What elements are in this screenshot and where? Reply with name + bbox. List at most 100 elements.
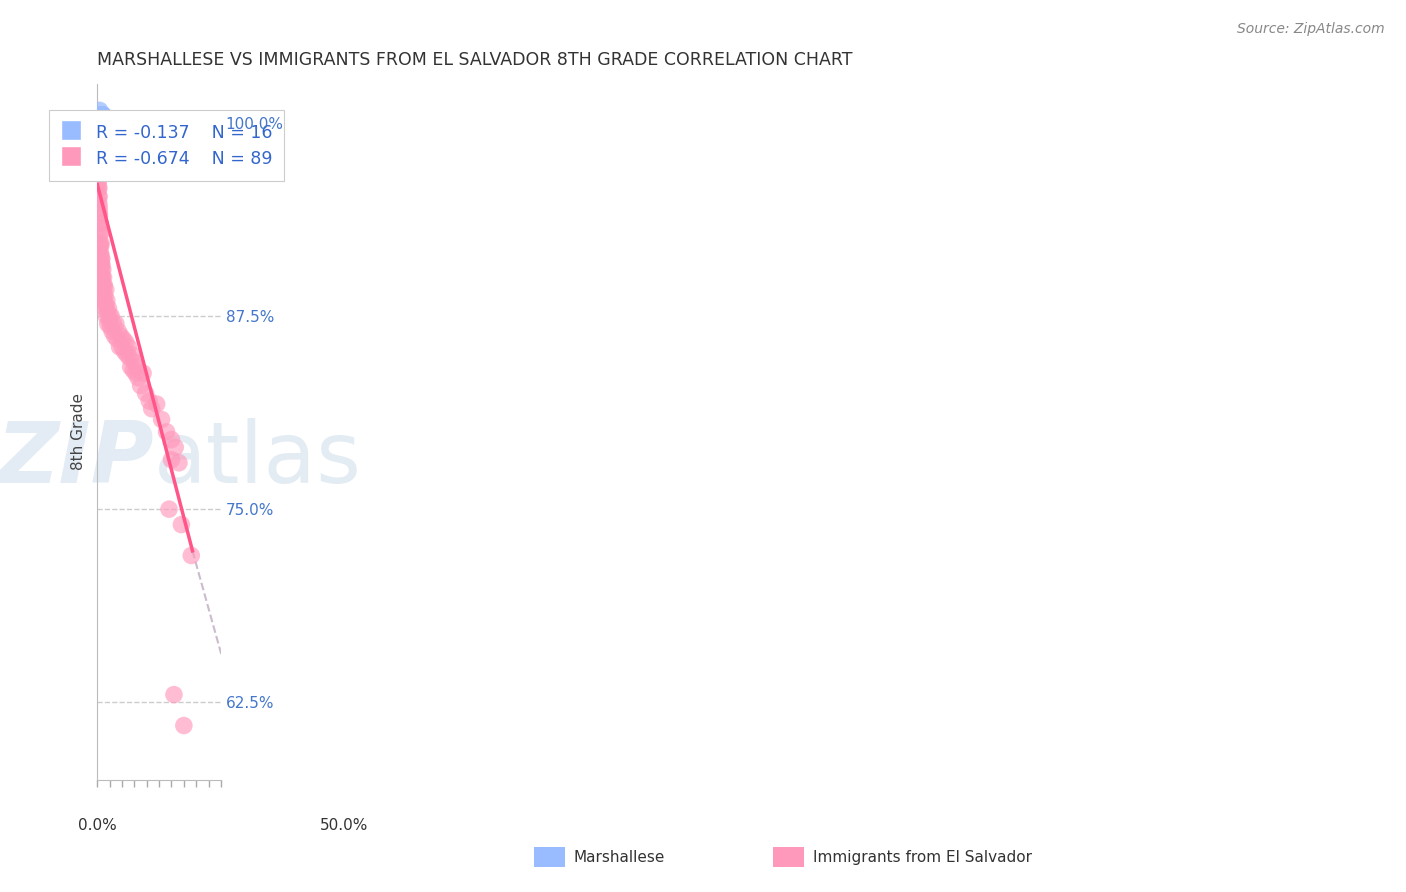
Point (87, 119, 110, 133)
Point (94, 116, 117, 130)
Point (120, 359, 142, 374)
Point (105, 332, 128, 346)
Text: atlas: atlas (153, 418, 361, 501)
Legend: R = -0.137    N = 16, R = -0.674    N = 89: R = -0.137 N = 16, R = -0.674 N = 89 (49, 111, 284, 181)
Point (132, 366, 155, 380)
Point (97, 317, 120, 331)
Point (125, 359, 148, 374)
Point (91, 108, 114, 122)
Point (90, 255, 112, 269)
Point (89, 227, 111, 241)
Point (90, 239, 112, 253)
Point (93, 283, 115, 297)
Point (87, 159, 110, 173)
Point (91, 258, 114, 272)
Point (114, 335, 136, 350)
Point (141, 401, 163, 416)
Point (91, 262, 114, 277)
Point (96, 304, 118, 318)
Point (90, 108, 112, 122)
Point (94, 283, 117, 297)
Point (124, 366, 146, 380)
Bar (773, 847, 804, 867)
Point (89, 227, 111, 241)
Point (103, 317, 125, 331)
Point (87, 108, 110, 122)
Text: 0.0%: 0.0% (77, 818, 117, 833)
Point (96, 116, 118, 130)
Point (191, 146, 214, 161)
Point (91, 289, 114, 303)
Point (121, 348, 143, 362)
Point (91, 122, 114, 136)
Point (90, 119, 112, 133)
Text: ZIP: ZIP (0, 418, 153, 501)
Point (89, 220, 111, 235)
Point (107, 119, 129, 133)
Point (170, 517, 193, 532)
Point (124, 355, 146, 369)
Point (122, 363, 145, 377)
Point (90, 252, 112, 266)
Point (101, 325, 124, 339)
Point (94, 301, 117, 316)
Text: Source: ZipAtlas.com: Source: ZipAtlas.com (1237, 22, 1385, 37)
Point (91, 270, 114, 285)
Point (87, 188, 110, 202)
Point (87, 182, 110, 196)
Point (104, 317, 127, 331)
Point (89, 201, 111, 215)
Point (160, 433, 183, 447)
Point (89, 247, 111, 261)
Point (97, 301, 120, 316)
Point (93, 278, 115, 293)
Text: Immigrants from El Salvador: Immigrants from El Salvador (813, 850, 1032, 864)
Point (132, 123, 155, 137)
Point (180, 549, 202, 563)
Point (93, 293, 115, 308)
Point (138, 394, 160, 409)
Point (104, 119, 127, 133)
Point (94, 298, 117, 312)
Point (100, 319, 122, 334)
Text: MARSHALLESE VS IMMIGRANTS FROM EL SALVADOR 8TH GRADE CORRELATION CHART: MARSHALLESE VS IMMIGRANTS FROM EL SALVAD… (97, 51, 853, 69)
Text: Marshallese: Marshallese (574, 850, 665, 864)
Point (117, 340, 139, 354)
Point (157, 502, 180, 516)
Point (87, 205, 110, 219)
Point (90, 247, 112, 261)
Point (89, 239, 111, 253)
Text: 50.0%: 50.0% (321, 818, 368, 833)
Point (89, 236, 111, 251)
Point (93, 108, 115, 122)
Point (165, 440, 187, 454)
Point (115, 348, 138, 362)
Point (91, 283, 114, 297)
Point (89, 216, 111, 230)
Point (163, 688, 186, 702)
Point (90, 252, 112, 266)
Point (91, 278, 114, 293)
Point (110, 329, 132, 343)
Point (90, 262, 112, 277)
Point (100, 119, 122, 133)
Point (90, 236, 112, 251)
Point (135, 386, 157, 401)
Point (93, 270, 115, 285)
Point (114, 344, 136, 359)
Point (87, 190, 110, 204)
Point (173, 718, 195, 732)
Point (155, 425, 177, 439)
Point (89, 209, 111, 223)
Point (118, 351, 141, 365)
Point (96, 309, 118, 323)
Point (90, 270, 112, 285)
Bar (534, 847, 565, 867)
Point (127, 371, 149, 385)
Point (160, 452, 183, 467)
Point (111, 340, 134, 354)
Point (89, 103, 111, 118)
Point (94, 289, 117, 303)
Point (98, 309, 121, 323)
Point (87, 196, 110, 211)
